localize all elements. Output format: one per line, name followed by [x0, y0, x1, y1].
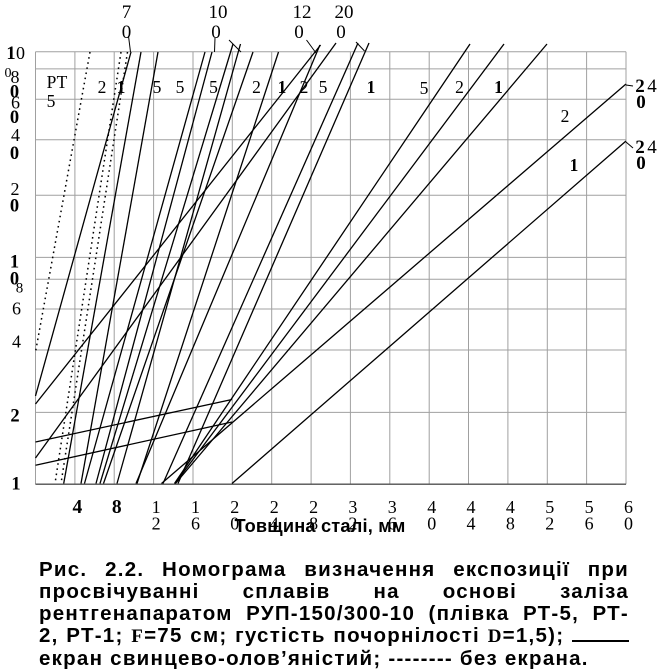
svg-text:2: 2 — [300, 77, 309, 97]
svg-text:0: 0 — [10, 108, 19, 128]
svg-text:2: 2 — [561, 106, 570, 126]
svg-text:1: 1 — [570, 155, 579, 175]
svg-text:0: 0 — [10, 197, 19, 217]
svg-text:0: 0 — [5, 66, 12, 81]
svg-text:2: 2 — [11, 179, 20, 199]
svg-text:5: 5 — [209, 77, 218, 97]
svg-text:0: 0 — [427, 514, 436, 534]
svg-text:1: 1 — [494, 77, 503, 97]
svg-text:8: 8 — [112, 497, 122, 518]
svg-text:6: 6 — [585, 514, 594, 534]
svg-text:2: 2 — [635, 76, 645, 97]
svg-text:5: 5 — [153, 77, 162, 97]
svg-text:1: 1 — [367, 77, 376, 97]
svg-text:2: 2 — [309, 497, 318, 517]
svg-text:5: 5 — [585, 497, 594, 517]
svg-text:1: 1 — [117, 77, 126, 97]
svg-text:РТ: РТ — [47, 72, 68, 92]
svg-text:2: 2 — [230, 497, 239, 517]
svg-text:4: 4 — [506, 497, 515, 517]
svg-text:2: 2 — [545, 514, 554, 534]
svg-text:0: 0 — [624, 514, 633, 534]
svg-text:3: 3 — [348, 497, 357, 517]
svg-text:6: 6 — [12, 299, 21, 319]
svg-text:0: 0 — [211, 22, 221, 43]
svg-text:5: 5 — [47, 91, 56, 111]
svg-text:1: 1 — [10, 253, 19, 273]
svg-text:4: 4 — [270, 514, 279, 534]
svg-text:2: 2 — [152, 514, 161, 534]
svg-text:4: 4 — [12, 332, 21, 352]
svg-text:1: 1 — [152, 497, 161, 517]
svg-text:1: 1 — [6, 44, 15, 64]
svg-text:6: 6 — [624, 497, 633, 517]
svg-text:3: 3 — [388, 497, 397, 517]
svg-text:2: 2 — [252, 77, 261, 97]
svg-text:6: 6 — [191, 514, 200, 534]
svg-text:8: 8 — [506, 514, 515, 534]
svg-text:5: 5 — [420, 78, 429, 98]
svg-text:2: 2 — [635, 137, 645, 158]
svg-text:2: 2 — [348, 514, 357, 534]
svg-text:4: 4 — [647, 76, 657, 97]
svg-text:4: 4 — [427, 497, 436, 517]
svg-text:6: 6 — [11, 93, 20, 113]
svg-text:0: 0 — [10, 83, 19, 103]
svg-text:2: 2 — [455, 77, 464, 97]
svg-text:0: 0 — [230, 514, 239, 534]
svg-text:1: 1 — [278, 77, 287, 97]
svg-text:2: 2 — [10, 407, 19, 427]
svg-text:20: 20 — [335, 2, 354, 23]
svg-text:1: 1 — [191, 497, 200, 517]
svg-text:2: 2 — [270, 497, 279, 517]
svg-text:0: 0 — [336, 22, 346, 43]
svg-text:4: 4 — [467, 497, 476, 517]
svg-text:8: 8 — [11, 67, 20, 87]
svg-text:6: 6 — [388, 514, 397, 534]
svg-text:0: 0 — [122, 22, 132, 43]
svg-text:4: 4 — [73, 497, 83, 518]
svg-text:5: 5 — [545, 497, 554, 517]
svg-text:Товщина сталі, мм: Товщина сталі, мм — [234, 516, 405, 536]
svg-text:4: 4 — [11, 125, 20, 145]
svg-text:4: 4 — [647, 137, 657, 158]
svg-text:8: 8 — [309, 514, 318, 534]
svg-text:7: 7 — [122, 2, 132, 23]
svg-text:0: 0 — [294, 22, 304, 43]
svg-text:0: 0 — [10, 270, 19, 290]
svg-text:2: 2 — [98, 77, 107, 97]
svg-text:5: 5 — [176, 77, 185, 97]
svg-text:12: 12 — [293, 2, 312, 23]
svg-text:0: 0 — [10, 144, 19, 164]
svg-text:10: 10 — [209, 2, 228, 23]
svg-text:8: 8 — [16, 280, 24, 296]
svg-text:4: 4 — [467, 514, 476, 534]
svg-text:1: 1 — [11, 475, 20, 495]
svg-text:0: 0 — [636, 92, 646, 113]
svg-text:5: 5 — [319, 77, 328, 97]
svg-text:0: 0 — [636, 153, 646, 174]
svg-text:0: 0 — [16, 43, 25, 63]
